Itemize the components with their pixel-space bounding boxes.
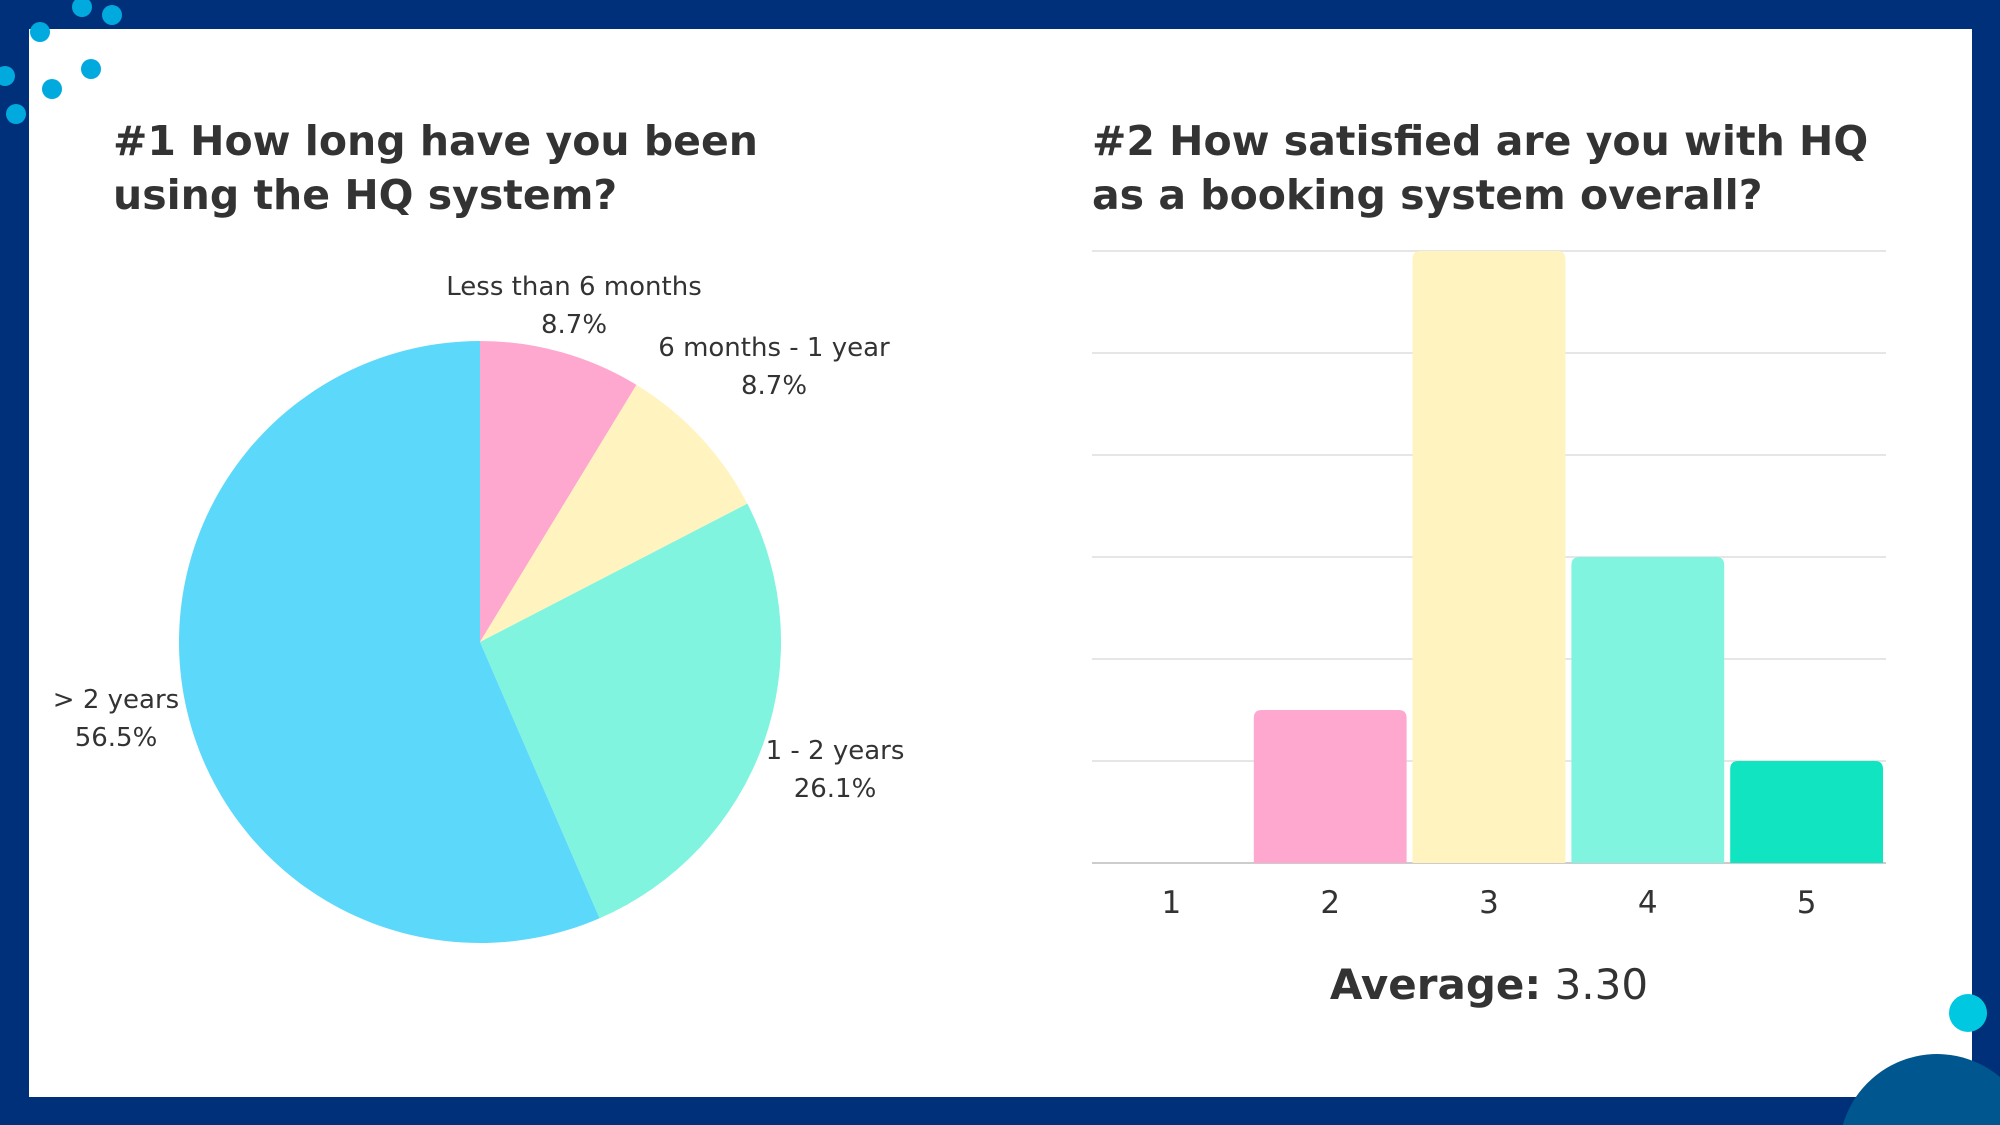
x-tick-label: 2 [1320,885,1340,921]
bar [1730,761,1883,863]
bar [1412,251,1566,863]
decor-corner-circle [1842,1054,2000,1125]
x-tick-label: 4 [1638,885,1658,921]
pie-slice-value: 26.1% [794,774,877,804]
pie-slice-label: > 2 years [53,685,179,715]
average-value: 3.30 [1554,960,1649,1009]
pie-slice-label: 1 - 2 years [766,736,905,766]
decor-dots [0,0,122,124]
pie-slice [480,341,637,642]
bar [1571,557,1725,863]
x-tick-label: 5 [1797,885,1817,921]
decor-cyan-circle [1949,994,1987,1032]
pie-slice-value: 8.7% [541,310,607,340]
pie-slice-label: Less than 6 months [446,272,701,302]
average-label: Average: [1329,960,1542,1009]
pie-slice [178,341,600,943]
bar [1253,710,1407,863]
x-tick-label: 3 [1479,885,1499,921]
pie-slice [480,503,781,919]
pie-slice-label: 6 months - 1 year [658,333,890,363]
pie-slice-value: 8.7% [741,371,807,401]
pie-chart-title: #1 How long have you been using the HQ s… [113,117,758,219]
average-readout: Average: 3.30 [1289,960,1689,1009]
x-tick-label: 1 [1162,885,1182,921]
bar-chart-title: #2 How satisfied are you with HQ as a bo… [1092,117,1869,219]
pie-slice-value: 56.5% [75,723,158,753]
pie-slice [480,384,748,642]
